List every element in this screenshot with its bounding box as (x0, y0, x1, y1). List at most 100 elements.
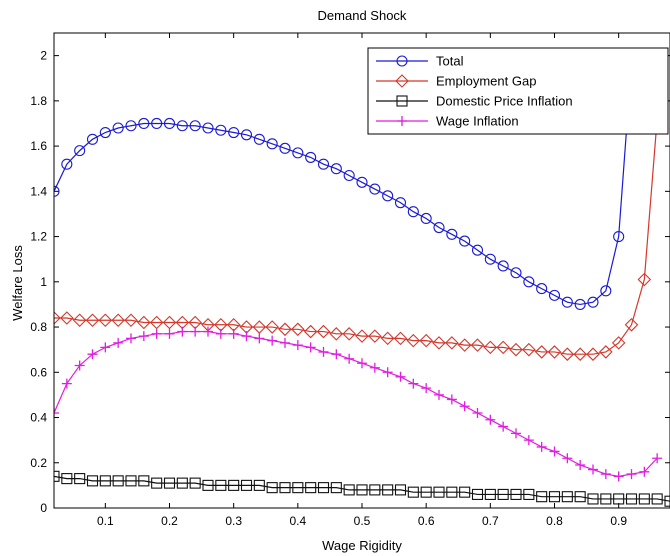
x-tick-label: 0.1 (97, 514, 114, 528)
data-point-wage-inflation (562, 453, 573, 464)
series-line-employment-gap (54, 118, 658, 355)
data-point-wage-inflation (203, 326, 213, 337)
data-point-domestic-price-inflation (536, 491, 548, 503)
series-total (54, 56, 638, 310)
data-point-domestic-price-inflation (625, 493, 638, 505)
data-point-wage-inflation (434, 389, 444, 400)
data-point-total (407, 206, 419, 218)
data-point-total (561, 296, 573, 308)
data-point-total (471, 244, 484, 256)
data-point-wage-inflation (446, 394, 457, 405)
data-point-employment-gap (355, 329, 369, 343)
data-point-domestic-price-inflation (54, 470, 60, 482)
data-point-wage-inflation (87, 349, 98, 360)
y-tick-label: 0.8 (30, 320, 47, 334)
data-point-total (382, 190, 394, 202)
data-point-domestic-price-inflation (638, 493, 650, 505)
data-point-employment-gap (560, 347, 575, 361)
data-point-total (292, 147, 304, 159)
data-point-total (548, 289, 561, 301)
data-point-employment-gap (111, 313, 125, 328)
data-point-employment-gap (380, 331, 395, 346)
data-point-employment-gap (368, 329, 382, 343)
data-point-domestic-price-inflation (74, 473, 86, 485)
data-point-wage-inflation (395, 371, 406, 382)
data-point-total (228, 126, 240, 139)
data-point-wage-inflation (215, 328, 226, 339)
data-point-employment-gap (291, 322, 305, 337)
x-tick-label: 0.8 (546, 514, 563, 528)
data-point-total (112, 122, 124, 134)
y-tick-label: 0.4 (30, 411, 47, 425)
x-tick-label: 0.5 (354, 514, 371, 528)
data-point-employment-gap (522, 342, 536, 357)
y-tick-label: 2 (40, 49, 47, 63)
data-point-domestic-price-inflation (292, 482, 304, 494)
data-point-wage-inflation (126, 333, 136, 344)
data-point-total (356, 176, 368, 188)
data-point-domestic-price-inflation (600, 493, 612, 505)
data-point-domestic-price-inflation (343, 484, 355, 496)
data-point-employment-gap (98, 313, 113, 328)
data-point-total (125, 120, 137, 132)
data-point-total (176, 120, 188, 132)
data-point-domestic-price-inflation (574, 491, 586, 503)
data-point-total (613, 231, 625, 243)
data-point-domestic-price-inflation (202, 479, 214, 491)
data-point-wage-inflation (177, 326, 188, 337)
data-point-wage-inflation (228, 328, 239, 339)
data-point-employment-gap (534, 345, 549, 359)
data-point-wage-inflation (305, 342, 316, 353)
legend-entry-domestic-price-inflation: Domestic Price Inflation (376, 94, 573, 109)
data-point-employment-gap (137, 315, 151, 330)
data-point-wage-inflation (408, 378, 419, 389)
data-point-domestic-price-inflation (561, 491, 573, 503)
data-point-total (394, 197, 407, 209)
legend-entry-total: Total (376, 54, 464, 69)
data-point-employment-gap (406, 333, 421, 348)
data-point-employment-gap (329, 327, 344, 341)
data-point-total (587, 296, 599, 308)
data-point-wage-inflation (549, 446, 560, 457)
y-tick-label: 1.6 (30, 139, 47, 153)
data-point-domestic-price-inflation (61, 473, 73, 485)
data-point-wage-inflation (382, 367, 393, 378)
data-point-employment-gap (393, 331, 408, 346)
data-point-employment-gap (599, 345, 613, 359)
data-point-employment-gap (54, 311, 61, 325)
data-point-total (215, 124, 227, 136)
data-point-total (497, 260, 509, 272)
series-line-total (54, 62, 633, 306)
data-point-wage-inflation (421, 383, 432, 394)
legend-marker (395, 74, 409, 88)
data-point-domestic-price-inflation (86, 475, 99, 487)
data-point-employment-gap (316, 324, 331, 339)
data-point-domestic-price-inflation (125, 475, 137, 487)
data-point-wage-inflation (639, 466, 650, 477)
x-tick-label: 0.4 (289, 514, 306, 528)
data-point-employment-gap (496, 340, 510, 355)
data-point-wage-inflation (318, 346, 329, 357)
data-point-employment-gap (162, 315, 177, 330)
data-point-wage-inflation (331, 349, 342, 360)
data-point-wage-inflation (626, 469, 637, 480)
data-point-employment-gap (483, 340, 498, 355)
x-tick-label: 0.9 (610, 514, 627, 528)
data-point-wage-inflation (190, 326, 201, 337)
data-point-domestic-price-inflation (587, 493, 599, 505)
data-point-total (54, 185, 60, 197)
data-point-employment-gap (342, 327, 356, 341)
x-tick-label: 0.7 (482, 514, 499, 528)
data-point-employment-gap (124, 313, 138, 328)
x-axis-ticks: 0.1 0.2 0.3 0.4 0.5 0.6 0.7 0.8 0.9 (97, 33, 627, 528)
data-point-total (369, 183, 381, 195)
data-point-wage-inflation (241, 331, 252, 342)
data-point-employment-gap (72, 313, 87, 328)
data-point-domestic-price-inflation (305, 482, 317, 494)
data-point-total (574, 298, 586, 310)
legend-entry-employment-gap: Employment Gap (376, 74, 536, 89)
data-point-wage-inflation (485, 414, 496, 425)
data-point-employment-gap (637, 272, 652, 287)
data-point-domestic-price-inflation (163, 477, 176, 489)
data-point-total (253, 133, 265, 145)
